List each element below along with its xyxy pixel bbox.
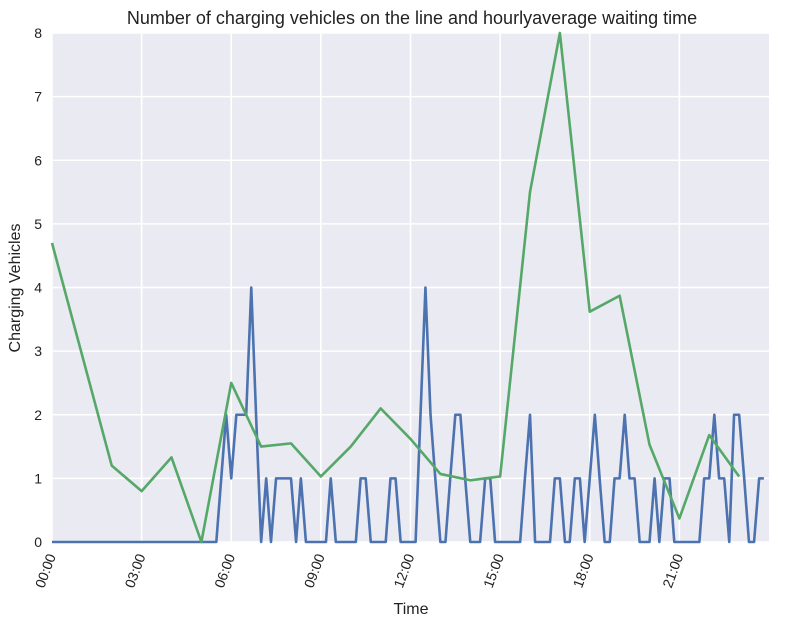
x-tick-label: 18:00 [570, 551, 597, 590]
x-tick-label: 06:00 [211, 551, 238, 590]
series-layer [50, 31, 764, 544]
x-axis-label: Time [394, 601, 429, 618]
y-tick-label: 6 [34, 152, 42, 168]
x-tick-label: 21:00 [659, 551, 686, 590]
y-tick-label: 2 [34, 407, 42, 423]
x-tick-label: 12:00 [390, 551, 417, 590]
y-axis: 0 1 2 3 4 5 6 7 8 [34, 25, 42, 550]
grid [51, 32, 769, 543]
y-tick-label: 1 [34, 470, 42, 486]
series-line-1 [50, 31, 741, 544]
series-line-0 [52, 286, 764, 544]
x-tick-label: 15:00 [480, 551, 507, 590]
y-tick-label: 7 [34, 89, 42, 105]
x-tick-label: 03:00 [121, 551, 148, 590]
y-tick-label: 8 [34, 25, 42, 41]
x-tick-label: 09:00 [301, 551, 328, 590]
y-axis-label: Charging Vehicles [7, 224, 24, 353]
y-tick-label: 4 [34, 280, 42, 296]
x-tick-label: 00:00 [32, 551, 59, 590]
y-tick-label: 3 [34, 343, 42, 359]
chart-title: Number of charging vehicles on the line … [127, 8, 697, 28]
y-tick-label: 5 [34, 216, 42, 232]
y-tick-label: 0 [34, 534, 42, 550]
x-axis: 00:00 03:00 06:00 09:00 12:00 15:00 18:00 21:00 [32, 551, 686, 590]
